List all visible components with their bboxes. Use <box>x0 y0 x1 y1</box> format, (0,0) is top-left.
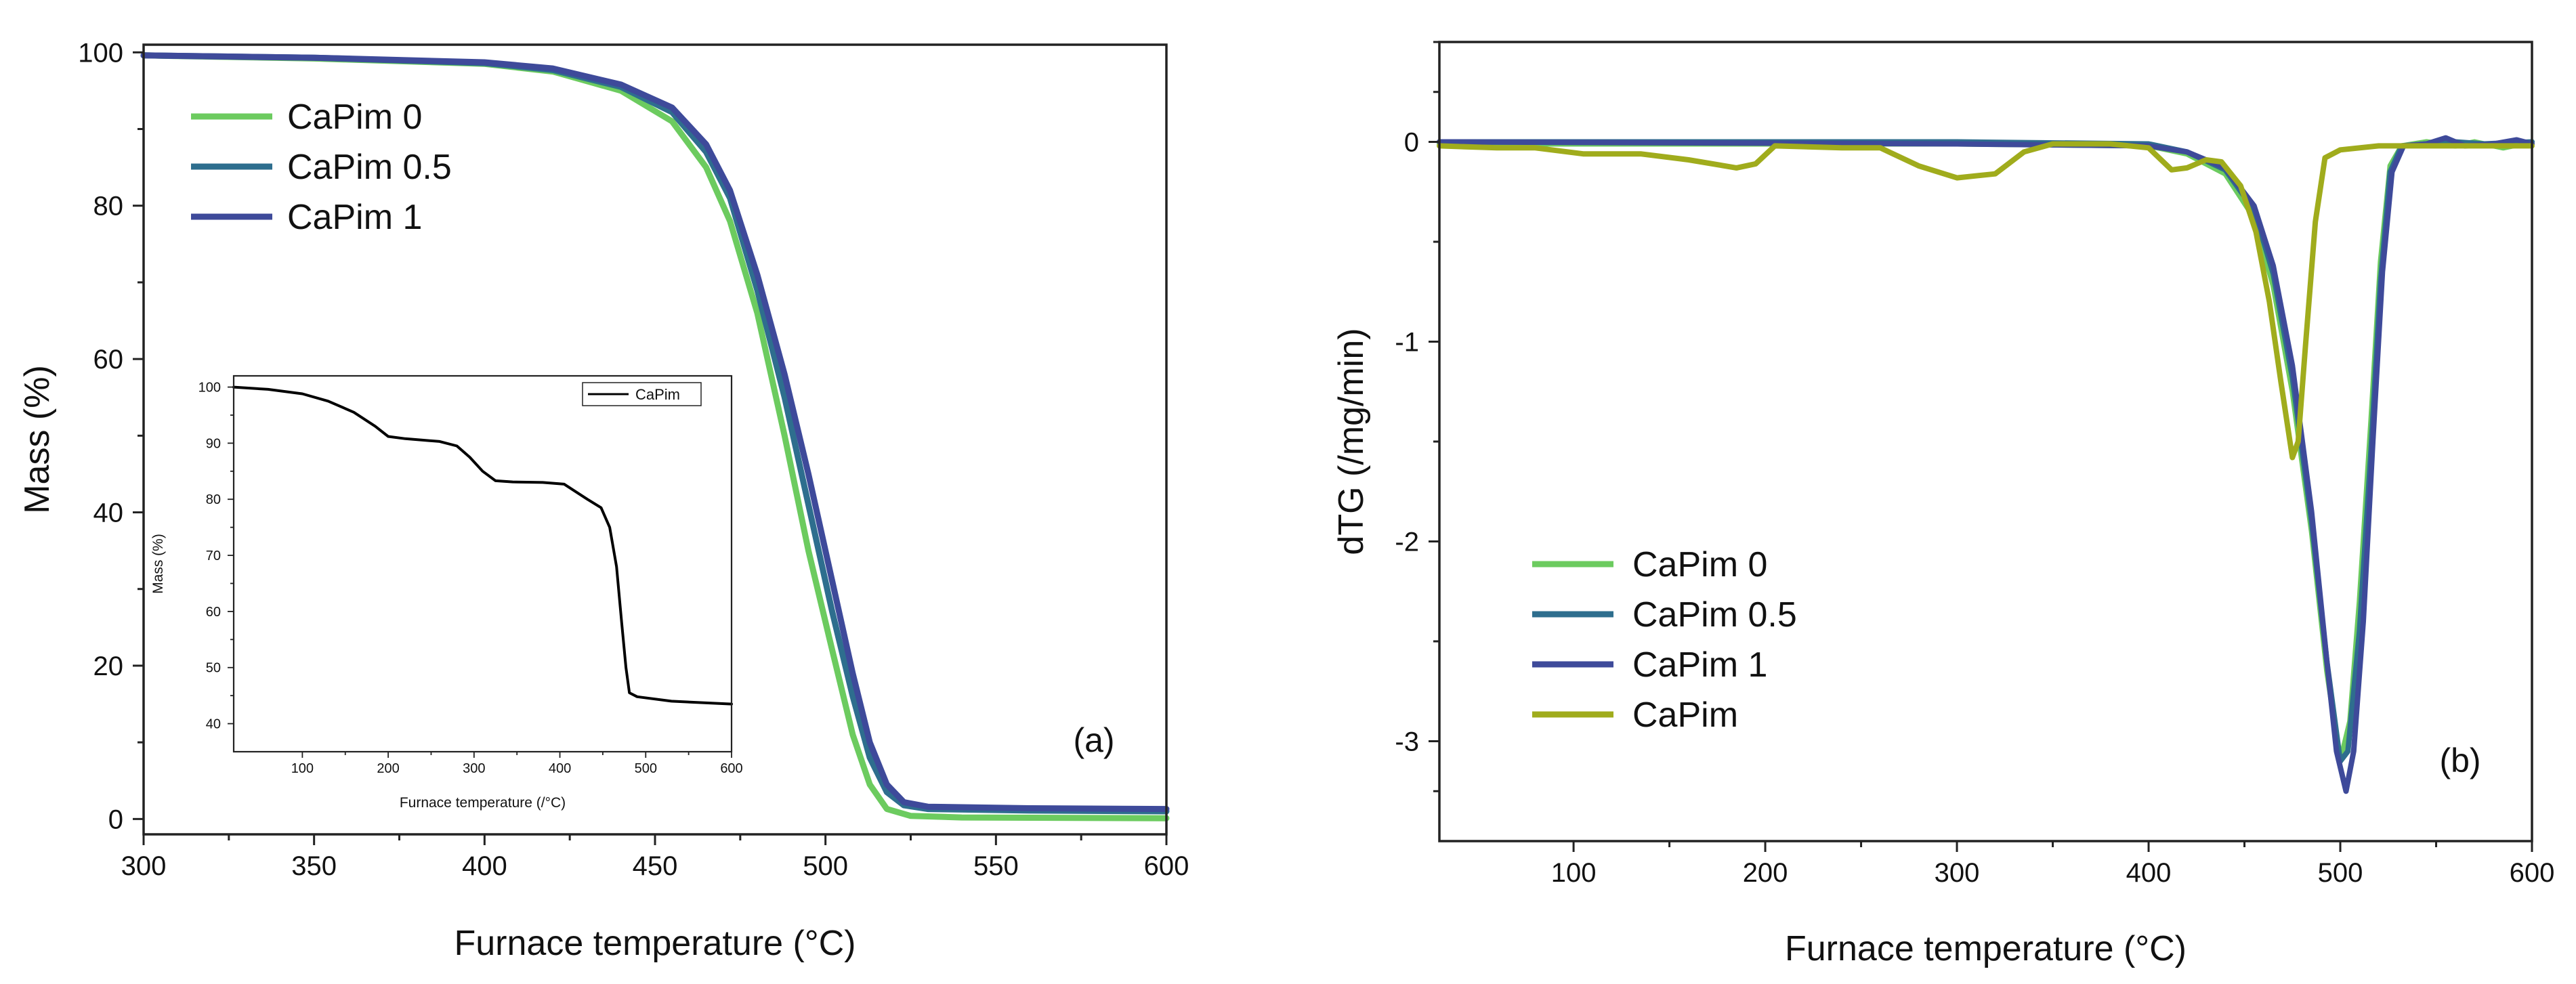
panel-a-y-axis-label: Mass (%) <box>18 365 57 514</box>
panel-b-y-tick-label: -3 <box>1395 727 1419 757</box>
panel-a-x-tick-label: 550 <box>973 851 1019 881</box>
panel-b-legend-label-capim-0: CaPim 0 <box>1632 545 1767 584</box>
inset-series-lines <box>232 385 733 706</box>
panel-a-y-tick-label: 100 <box>78 38 123 68</box>
panel-b-x-tick-label: 600 <box>2510 858 2555 888</box>
panel-a-legend-label-capim-1: CaPim 1 <box>287 198 422 237</box>
panel-b-legend-label-capim-1: CaPim 1 <box>1632 645 1767 685</box>
panel-b-legend: CaPim 0 CaPim 0.5 CaPim 1 CaPim <box>1532 545 1797 735</box>
inset-x-tick-label: 200 <box>377 761 399 776</box>
inset-y-tick-label: 50 <box>206 661 221 676</box>
panel-a-series-lines <box>140 52 1170 821</box>
panel-a-plot-frame <box>142 43 1168 836</box>
inset-y-tick-label: 40 <box>206 717 221 732</box>
panel-b-y-tick-label: -1 <box>1395 328 1419 358</box>
panel-b-x-tick-label: 100 <box>1551 858 1597 888</box>
panel-a-tga-chart: 300 350 400 450 500 550 600 0 20 40 60 80 100 Mass (… <box>18 38 1189 963</box>
panel-b-y-axis-label: dTG (/mg/min) <box>1332 328 1371 555</box>
panel-a-y-tick-label: 80 <box>93 192 124 221</box>
inset-x-tick-label: 100 <box>291 761 314 776</box>
panel-b-legend-label-capim: CaPim <box>1632 696 1738 735</box>
panel-b-label: (b) <box>2439 742 2480 779</box>
inset-plot-frame <box>232 375 733 753</box>
inset-x-tick-label: 400 <box>549 761 571 776</box>
panel-a-x-tick-label: 450 <box>633 851 678 881</box>
panel-a-x-tick-label: 400 <box>462 851 507 881</box>
panel-a-x-tick-label: 350 <box>291 851 337 881</box>
panel-a-x-tick-label: 600 <box>1144 851 1189 881</box>
inset-y-tick-label: 70 <box>206 549 221 563</box>
panel-b-ticks: 100 200 300 400 500 600 0 -1 -2 -3 <box>1395 41 2555 888</box>
panel-a-ticks: 300 350 400 450 500 550 600 0 20 40 60 80 100 <box>78 38 1189 881</box>
inset-background <box>234 376 732 752</box>
inset-y-tick-label: 80 <box>206 492 221 507</box>
inset-legend-label-capim: CaPim <box>635 386 680 403</box>
panel-a-x-tick-label: 300 <box>121 851 167 881</box>
inset-x-tick-label: 500 <box>635 761 657 776</box>
panel-a-series-capim-1 <box>140 52 1170 813</box>
inset-x-axis-label: Furnace temperature (/°C) <box>400 795 566 811</box>
inset-y-tick-label: 100 <box>198 381 221 395</box>
panel-a-x-axis-label: Furnace temperature (°C) <box>455 924 856 963</box>
panel-b-series-capim <box>1437 141 2535 461</box>
panel-a-y-tick-label: 40 <box>93 498 124 528</box>
panel-a-legend-label-capim-0-5: CaPim 0.5 <box>287 148 452 187</box>
inset-legend: CaPim <box>582 382 702 406</box>
panel-b-series-capim-1 <box>1437 135 2535 794</box>
panel-b-x-tick-label: 300 <box>1935 858 1980 888</box>
panel-a-x-tick-label: 500 <box>803 851 848 881</box>
panel-a-legend: CaPim 0 CaPim 0.5 CaPim 1 <box>191 98 452 237</box>
inset-y-axis-label: Mass (%) <box>150 534 166 594</box>
panel-b-y-tick-label: 0 <box>1404 128 1419 158</box>
panel-b-legend-label-capim-0-5: CaPim 0.5 <box>1632 595 1797 635</box>
panel-a-y-tick-label: 20 <box>93 651 124 681</box>
panel-b-x-tick-label: 500 <box>2318 858 2363 888</box>
panel-a-label: (a) <box>1073 721 1114 759</box>
inset-x-tick-label: 300 <box>463 761 485 776</box>
panel-b-series-lines <box>1437 135 2535 794</box>
panel-a-y-tick-label: 0 <box>108 805 123 834</box>
panel-b-series-capim-0 <box>1437 139 2535 764</box>
panel-b-x-tick-label: 400 <box>2126 858 2172 888</box>
panel-b-y-tick-label: -2 <box>1395 528 1419 557</box>
panel-b-plot-frame <box>1438 41 2533 842</box>
panel-a-legend-label-capim-0: CaPim 0 <box>287 98 422 137</box>
inset-y-tick-label: 90 <box>206 436 221 451</box>
panel-a-inset-chart: 100 200 300 400 500 600 40 50 60 70 80 90 100 Mass (… <box>150 375 743 811</box>
inset-series-capim <box>232 385 733 706</box>
inset-x-tick-label: 600 <box>720 761 742 776</box>
inset-y-tick-label: 60 <box>206 605 221 620</box>
panel-a-y-tick-label: 60 <box>93 345 124 375</box>
panel-b-x-tick-label: 200 <box>1743 858 1788 888</box>
panel-b-x-axis-label: Furnace temperature (°C) <box>1785 929 2187 968</box>
inset-ticks: 100 200 300 400 500 600 40 50 60 70 80 90 100 <box>198 381 743 776</box>
